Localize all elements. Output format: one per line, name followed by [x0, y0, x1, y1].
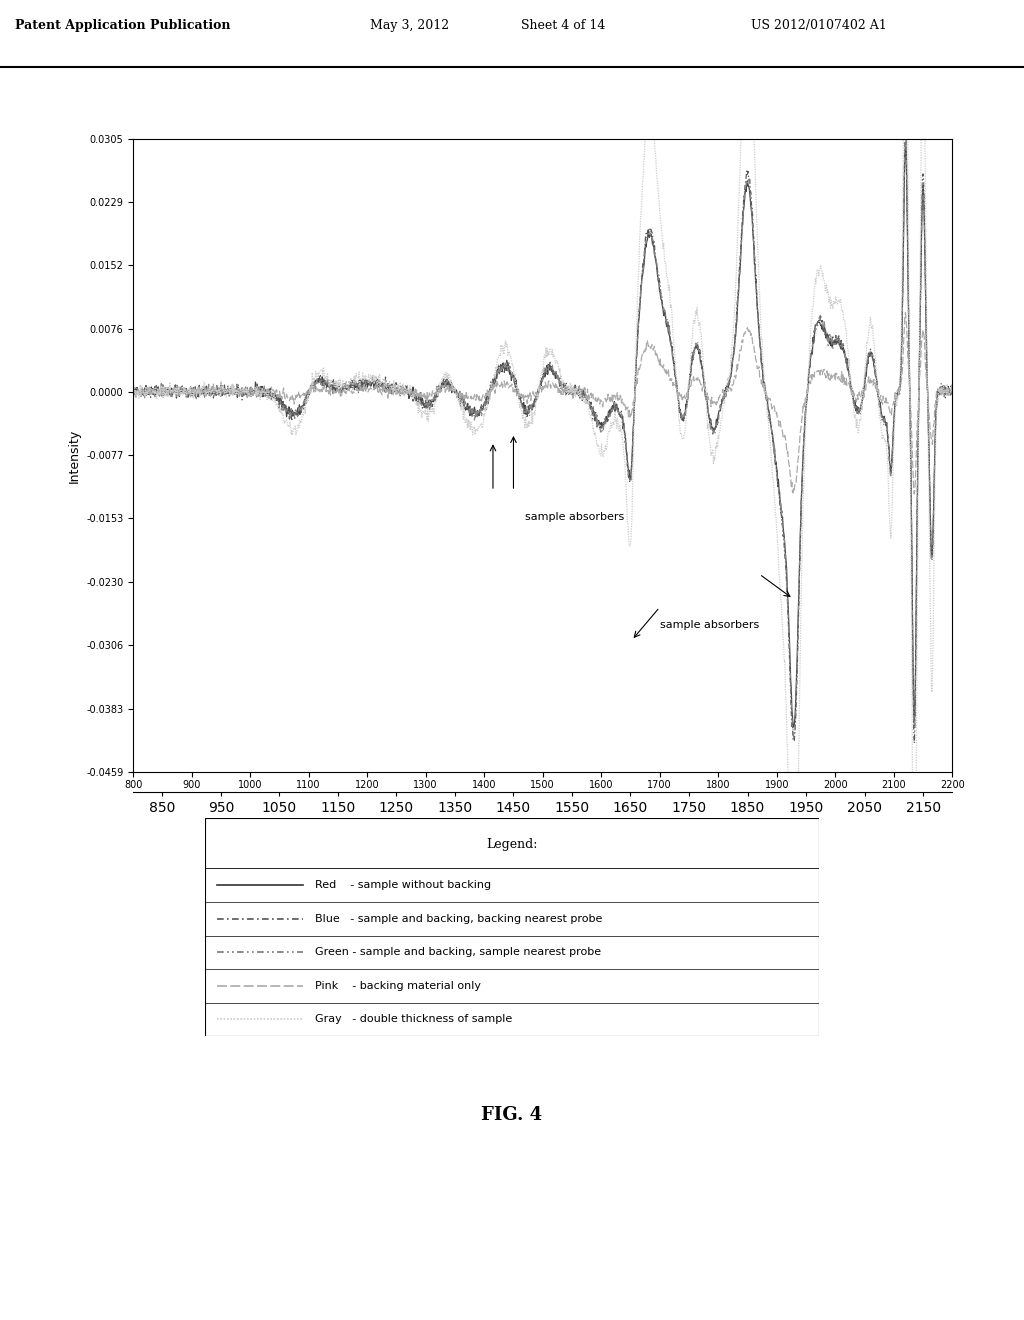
Text: Green - sample and backing, sample nearest probe: Green - sample and backing, sample neare…: [315, 948, 601, 957]
Y-axis label: Intensity: Intensity: [68, 428, 81, 483]
Text: Pink    - backing material only: Pink - backing material only: [315, 981, 481, 991]
Text: Blue   - sample and backing, backing nearest probe: Blue - sample and backing, backing neare…: [315, 913, 603, 924]
Text: Patent Application Publication: Patent Application Publication: [15, 18, 230, 32]
Text: May 3, 2012: May 3, 2012: [370, 18, 450, 32]
Text: FIG. 4: FIG. 4: [481, 1106, 543, 1125]
Text: Legend:: Legend:: [486, 838, 538, 851]
X-axis label: Wavelength: Wavelength: [502, 824, 584, 837]
Text: Gray   - double thickness of sample: Gray - double thickness of sample: [315, 1015, 513, 1024]
Text: Sheet 4 of 14: Sheet 4 of 14: [521, 18, 605, 32]
Text: sample absorbers: sample absorbers: [659, 619, 759, 630]
Text: Red    - sample without backing: Red - sample without backing: [315, 880, 492, 890]
Text: US 2012/0107402 A1: US 2012/0107402 A1: [752, 18, 887, 32]
Text: sample absorbers: sample absorbers: [525, 512, 625, 521]
